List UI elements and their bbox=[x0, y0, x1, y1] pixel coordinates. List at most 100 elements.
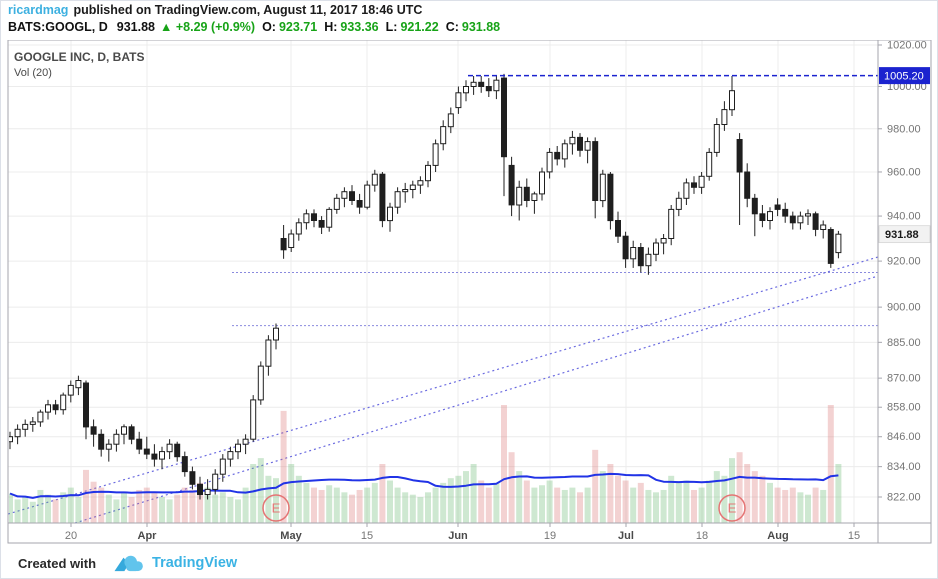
candles-layer bbox=[9, 73, 842, 500]
volume-bar bbox=[235, 499, 241, 523]
candle-body bbox=[546, 151, 553, 173]
volume-bar bbox=[706, 480, 713, 523]
candle-body bbox=[151, 453, 158, 460]
candle-body bbox=[584, 141, 591, 151]
volume-bar bbox=[227, 497, 234, 523]
volume-bar bbox=[584, 487, 591, 523]
candle-body bbox=[303, 213, 310, 224]
candle-body bbox=[485, 86, 492, 92]
volume-bar bbox=[257, 458, 264, 523]
price-axis-label: 980.00 bbox=[887, 123, 921, 135]
high-value: 933.36 bbox=[340, 20, 379, 34]
volume-bar bbox=[83, 469, 89, 523]
volume-bar bbox=[729, 458, 735, 523]
candle-body bbox=[212, 473, 219, 490]
volume-bar bbox=[531, 487, 538, 523]
candle-body bbox=[713, 124, 720, 153]
volume-bar bbox=[364, 487, 371, 523]
volume-bar bbox=[265, 475, 272, 523]
volume-bar bbox=[333, 487, 340, 523]
chart-header: ricardmag published on TradingView.com, A… bbox=[8, 2, 928, 35]
candle-body bbox=[219, 458, 226, 475]
symbol-line: BATS:GOOGL, D 931.88 ▲ +8.29 (+0.9%) O: 923.… bbox=[8, 19, 928, 35]
close-label: C: bbox=[445, 20, 459, 34]
volume-study-label: Vol (20) bbox=[14, 67, 52, 79]
author-name[interactable]: ricardmag bbox=[8, 3, 69, 17]
candle-body bbox=[751, 197, 758, 215]
candle-body bbox=[820, 224, 827, 230]
tradingview-brand-link[interactable]: TradingView bbox=[152, 555, 238, 571]
earnings-circle-icon bbox=[262, 494, 290, 522]
volume-bar bbox=[288, 464, 295, 523]
volume-bar bbox=[759, 475, 766, 523]
candle-body bbox=[516, 186, 523, 206]
volume-bar bbox=[356, 489, 363, 523]
volume-bar bbox=[105, 494, 112, 523]
volume-bar bbox=[387, 480, 393, 523]
volume-bar bbox=[326, 485, 333, 523]
time-axis-label: 18 bbox=[696, 530, 708, 542]
volume-layer bbox=[9, 405, 842, 523]
volume-ma-line bbox=[9, 472, 839, 499]
alert-price-label[interactable]: 1005.20 bbox=[884, 71, 924, 83]
tradingview-logo-icon[interactable] bbox=[110, 551, 146, 575]
candle-body bbox=[561, 143, 568, 160]
volume-bar bbox=[22, 497, 29, 523]
volume-bar bbox=[128, 497, 135, 523]
volume-bar bbox=[295, 475, 302, 523]
candle-body bbox=[326, 208, 333, 228]
candle-body bbox=[744, 171, 751, 199]
volume-bar bbox=[637, 482, 644, 523]
volume-bar bbox=[789, 487, 796, 523]
price-axis-label: 960.00 bbox=[887, 166, 921, 178]
volume-bar bbox=[805, 494, 811, 523]
price-axis-label: 900.00 bbox=[887, 302, 921, 314]
candle-body bbox=[242, 438, 249, 445]
candle-body bbox=[759, 213, 766, 222]
candle-body bbox=[318, 220, 325, 228]
volume-bar bbox=[303, 482, 310, 523]
volume-bar bbox=[273, 478, 279, 523]
volume-bar bbox=[60, 492, 67, 523]
candle-body bbox=[295, 222, 302, 235]
volume-bar bbox=[166, 499, 173, 523]
candle-body bbox=[174, 443, 181, 458]
candle-body bbox=[470, 81, 477, 88]
publish-info: published on TradingView.com, August 11,… bbox=[73, 3, 423, 17]
candle-body bbox=[235, 443, 241, 453]
candle-body bbox=[280, 238, 287, 251]
candle-body bbox=[143, 448, 150, 455]
candle-body bbox=[311, 213, 317, 222]
price-axis-label: 870.00 bbox=[887, 373, 921, 385]
candle-body bbox=[653, 242, 659, 255]
volume-bar bbox=[463, 471, 469, 523]
volume-bar bbox=[52, 499, 59, 523]
candle-body bbox=[257, 365, 264, 401]
volume-bar bbox=[774, 487, 781, 523]
candle-body bbox=[98, 433, 105, 450]
candle-body bbox=[736, 139, 743, 173]
candle-body bbox=[341, 191, 348, 199]
volume-bar bbox=[432, 487, 439, 523]
volume-bar bbox=[561, 489, 568, 523]
low-label: L: bbox=[385, 20, 398, 34]
candle-body bbox=[615, 220, 621, 237]
candle-body bbox=[417, 180, 424, 186]
volume-bar bbox=[691, 489, 697, 523]
candle-body bbox=[29, 421, 36, 425]
candle-body bbox=[60, 394, 67, 411]
volume-bar bbox=[569, 487, 576, 523]
volume-bar bbox=[349, 494, 355, 523]
earnings-letter: E bbox=[728, 501, 737, 516]
volume-bar bbox=[797, 492, 804, 523]
candle-body bbox=[356, 200, 363, 208]
volume-bar bbox=[29, 501, 36, 523]
volume-bar bbox=[219, 492, 226, 523]
volume-bar bbox=[379, 464, 386, 523]
symbol-label: BATS:GOOGL, D bbox=[8, 20, 108, 34]
candle-body bbox=[630, 247, 637, 260]
candle-body bbox=[22, 423, 29, 430]
open-label: O: bbox=[262, 20, 276, 34]
volume-bar bbox=[668, 475, 675, 523]
volume-bar bbox=[37, 489, 44, 523]
